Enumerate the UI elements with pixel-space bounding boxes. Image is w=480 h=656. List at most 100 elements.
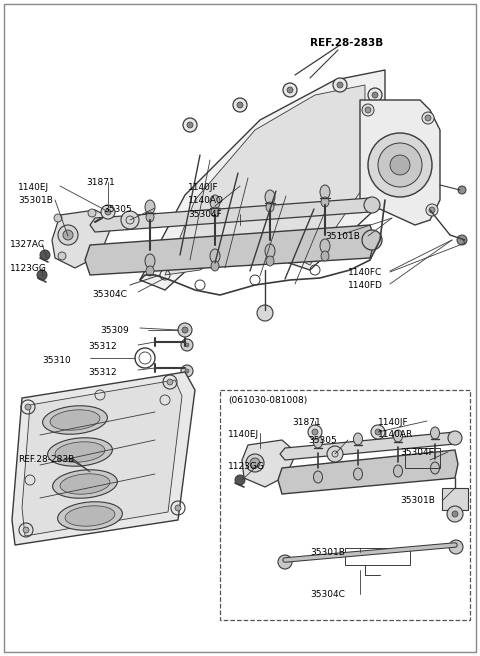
Ellipse shape (53, 470, 118, 498)
Circle shape (390, 155, 410, 175)
Circle shape (426, 204, 438, 216)
Circle shape (365, 202, 371, 208)
Circle shape (101, 205, 115, 219)
Circle shape (105, 209, 111, 215)
Ellipse shape (65, 506, 115, 526)
Ellipse shape (210, 195, 220, 209)
Ellipse shape (394, 430, 403, 442)
Circle shape (371, 425, 385, 439)
Circle shape (167, 379, 173, 385)
Ellipse shape (55, 441, 105, 462)
Ellipse shape (50, 410, 100, 430)
Polygon shape (12, 372, 195, 545)
Ellipse shape (431, 427, 440, 439)
Text: 35305: 35305 (308, 436, 337, 445)
Text: 35305: 35305 (103, 205, 132, 214)
Polygon shape (280, 432, 458, 460)
Polygon shape (278, 450, 458, 494)
Text: 1140FC: 1140FC (348, 268, 382, 277)
Circle shape (278, 555, 292, 569)
Circle shape (182, 327, 188, 333)
Ellipse shape (321, 197, 329, 207)
Polygon shape (52, 210, 110, 268)
Circle shape (54, 214, 62, 222)
Polygon shape (85, 225, 375, 275)
Ellipse shape (353, 468, 362, 480)
Circle shape (121, 211, 139, 229)
Circle shape (448, 431, 462, 445)
Text: 35304C: 35304C (310, 590, 345, 599)
Ellipse shape (146, 212, 154, 222)
Circle shape (233, 98, 247, 112)
Text: 31871: 31871 (86, 178, 115, 187)
Circle shape (365, 107, 371, 113)
Ellipse shape (394, 465, 403, 477)
Text: 1140JF: 1140JF (188, 183, 218, 192)
Circle shape (185, 369, 189, 373)
Circle shape (246, 454, 264, 472)
Ellipse shape (145, 200, 155, 214)
Ellipse shape (43, 406, 108, 434)
Text: 35310: 35310 (42, 356, 71, 365)
Text: 1140FD: 1140FD (348, 281, 383, 290)
Circle shape (375, 429, 381, 435)
Text: 35304C: 35304C (92, 290, 127, 299)
Circle shape (181, 339, 193, 351)
Circle shape (372, 92, 378, 98)
Polygon shape (90, 198, 375, 232)
Polygon shape (22, 380, 182, 536)
Circle shape (40, 250, 50, 260)
Circle shape (287, 87, 293, 93)
Text: 35301B: 35301B (18, 196, 53, 205)
Ellipse shape (313, 471, 323, 483)
Ellipse shape (145, 254, 155, 268)
Circle shape (283, 83, 297, 97)
Circle shape (63, 230, 73, 240)
Circle shape (333, 78, 347, 92)
Ellipse shape (320, 185, 330, 199)
Circle shape (458, 186, 466, 194)
Circle shape (368, 88, 382, 102)
Text: 35301B: 35301B (310, 548, 345, 557)
Ellipse shape (431, 462, 440, 474)
Circle shape (257, 305, 273, 321)
Circle shape (181, 365, 193, 377)
Text: 35304F: 35304F (400, 448, 434, 457)
Ellipse shape (210, 249, 220, 263)
Ellipse shape (353, 433, 362, 445)
Circle shape (422, 112, 434, 124)
Circle shape (23, 527, 29, 533)
Circle shape (58, 252, 66, 260)
Text: 1140JF: 1140JF (378, 418, 408, 427)
Circle shape (368, 133, 432, 197)
Ellipse shape (320, 239, 330, 253)
Circle shape (362, 104, 374, 116)
Circle shape (425, 115, 431, 121)
Ellipse shape (48, 438, 112, 466)
Circle shape (237, 102, 243, 108)
FancyBboxPatch shape (442, 488, 468, 510)
Text: 35312: 35312 (88, 368, 117, 377)
Polygon shape (242, 440, 294, 487)
Ellipse shape (266, 256, 274, 266)
Ellipse shape (265, 244, 275, 258)
Ellipse shape (313, 436, 323, 448)
Text: 1140AO: 1140AO (188, 196, 224, 205)
Circle shape (308, 425, 322, 439)
Circle shape (250, 458, 260, 468)
Circle shape (235, 475, 245, 485)
Ellipse shape (58, 502, 122, 530)
Circle shape (185, 343, 189, 347)
Circle shape (327, 446, 343, 462)
Circle shape (378, 143, 422, 187)
Text: REF.28-283B: REF.28-283B (18, 455, 74, 464)
Text: 35101B: 35101B (325, 232, 360, 241)
Circle shape (37, 270, 47, 280)
Circle shape (25, 404, 31, 410)
Polygon shape (140, 70, 385, 290)
Circle shape (175, 505, 181, 511)
Text: 35304F: 35304F (188, 210, 222, 219)
Text: 35309: 35309 (100, 326, 129, 335)
Circle shape (362, 199, 374, 211)
Bar (220, 390, 470, 620)
